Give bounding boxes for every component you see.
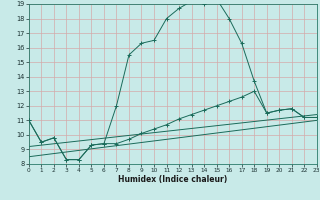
X-axis label: Humidex (Indice chaleur): Humidex (Indice chaleur)	[118, 175, 228, 184]
